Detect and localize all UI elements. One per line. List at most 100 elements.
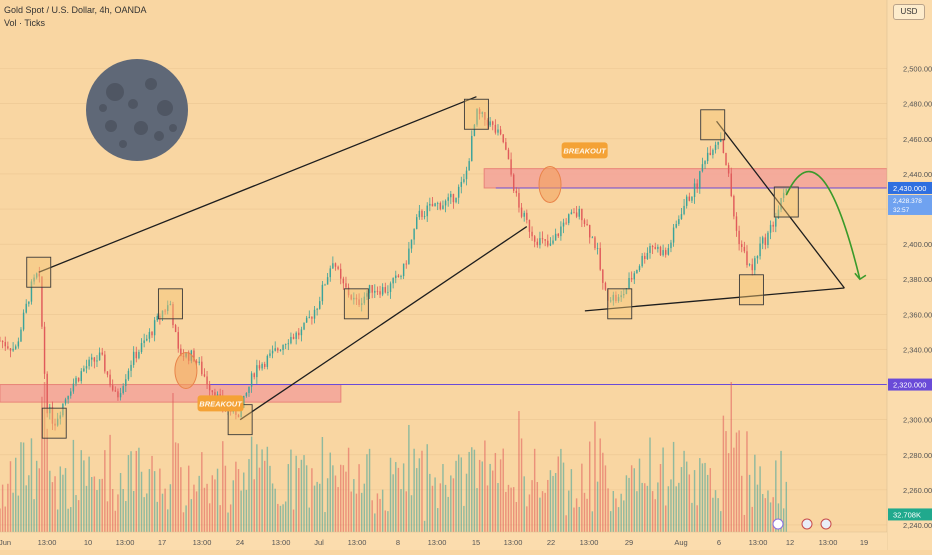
volume-bar xyxy=(644,483,646,532)
volume-bar xyxy=(541,491,544,532)
candle xyxy=(785,188,788,193)
volume-bar xyxy=(300,459,303,532)
volume-bar xyxy=(489,463,491,532)
volume-bar xyxy=(174,442,177,532)
candle xyxy=(256,365,258,378)
volume-bar xyxy=(520,438,523,532)
candle xyxy=(140,343,143,352)
volume-bar xyxy=(717,498,719,532)
volume-bar xyxy=(104,450,106,532)
volume-bar xyxy=(381,489,384,532)
volume-bar xyxy=(253,479,255,532)
volume-bar xyxy=(132,491,135,532)
candle xyxy=(746,251,748,266)
candle xyxy=(43,326,46,374)
moon-crater xyxy=(154,131,164,141)
y-tick-label: 2,500.000 xyxy=(903,65,932,74)
volume-bar xyxy=(413,448,415,532)
candle xyxy=(253,373,255,378)
volume-bar xyxy=(730,382,732,532)
volume-bar xyxy=(75,495,77,532)
moon-crater xyxy=(169,124,177,132)
candle xyxy=(279,350,282,351)
volume-tag: 32.708K xyxy=(893,510,921,519)
candle xyxy=(510,159,512,175)
candle xyxy=(402,263,405,277)
volume-bar xyxy=(347,447,350,532)
candle xyxy=(397,275,400,277)
volume-bar xyxy=(586,498,588,532)
volume-bar xyxy=(549,470,552,532)
volume-bar xyxy=(455,460,457,532)
candle xyxy=(549,243,552,246)
volume-bar xyxy=(782,508,785,532)
candle xyxy=(436,202,439,204)
candle xyxy=(54,423,56,426)
highlight-box xyxy=(41,407,67,439)
volume-bar xyxy=(114,510,117,532)
volume-bar xyxy=(161,493,164,532)
x-tick-label: 13:00 xyxy=(38,538,57,547)
candle xyxy=(135,351,138,359)
candle xyxy=(484,112,486,120)
candle xyxy=(683,205,685,215)
candle xyxy=(355,297,358,300)
volume-bar xyxy=(298,468,300,532)
volume-bar xyxy=(15,457,17,532)
volume-bar xyxy=(138,447,140,532)
trendline xyxy=(584,287,845,312)
currency-button[interactable]: USD xyxy=(893,4,925,20)
candle xyxy=(512,174,515,191)
volume-bar xyxy=(308,507,310,532)
x-tick-label: 13:00 xyxy=(428,538,447,547)
candle xyxy=(630,277,633,280)
candle xyxy=(198,361,200,363)
volume-bar xyxy=(269,465,271,532)
candle xyxy=(594,237,596,249)
volume-bar xyxy=(625,475,628,532)
volume-bar xyxy=(277,503,279,532)
candle xyxy=(515,190,518,194)
y-tick-label: 2,400.000 xyxy=(903,240,932,249)
candle xyxy=(554,233,557,241)
candle xyxy=(132,351,135,365)
candle xyxy=(156,315,158,321)
volume-bar xyxy=(738,430,740,532)
candle xyxy=(539,238,541,246)
volume-bar xyxy=(646,485,649,532)
volume-bar xyxy=(641,482,643,532)
volume-bar xyxy=(164,488,166,532)
candle xyxy=(478,109,481,114)
volume-bar xyxy=(109,434,111,532)
x-tick-label: 15 xyxy=(472,538,480,547)
candle xyxy=(620,295,622,298)
candle xyxy=(211,390,214,393)
highlight-box xyxy=(700,109,726,141)
candle xyxy=(360,303,363,305)
candle xyxy=(764,237,767,246)
candle xyxy=(172,304,174,326)
candle xyxy=(473,124,476,136)
candle xyxy=(56,418,59,426)
x-tick-label: 8 xyxy=(396,538,400,547)
candle xyxy=(177,332,179,349)
candle xyxy=(492,121,494,125)
volume-bar xyxy=(457,454,460,532)
candle xyxy=(75,377,77,384)
candle xyxy=(775,218,777,227)
volume-bar xyxy=(444,484,447,532)
candle xyxy=(114,390,117,392)
volume-bar xyxy=(256,444,258,532)
volume-bar xyxy=(418,458,421,532)
price-axis xyxy=(887,0,932,550)
candle xyxy=(363,296,366,304)
x-tick-label: 13:00 xyxy=(504,538,523,547)
volume-bar xyxy=(552,475,554,532)
candle xyxy=(468,161,470,171)
candle xyxy=(489,121,491,126)
highlight-box xyxy=(738,274,764,306)
candle xyxy=(777,209,780,219)
x-tick-label: 13:00 xyxy=(348,538,367,547)
